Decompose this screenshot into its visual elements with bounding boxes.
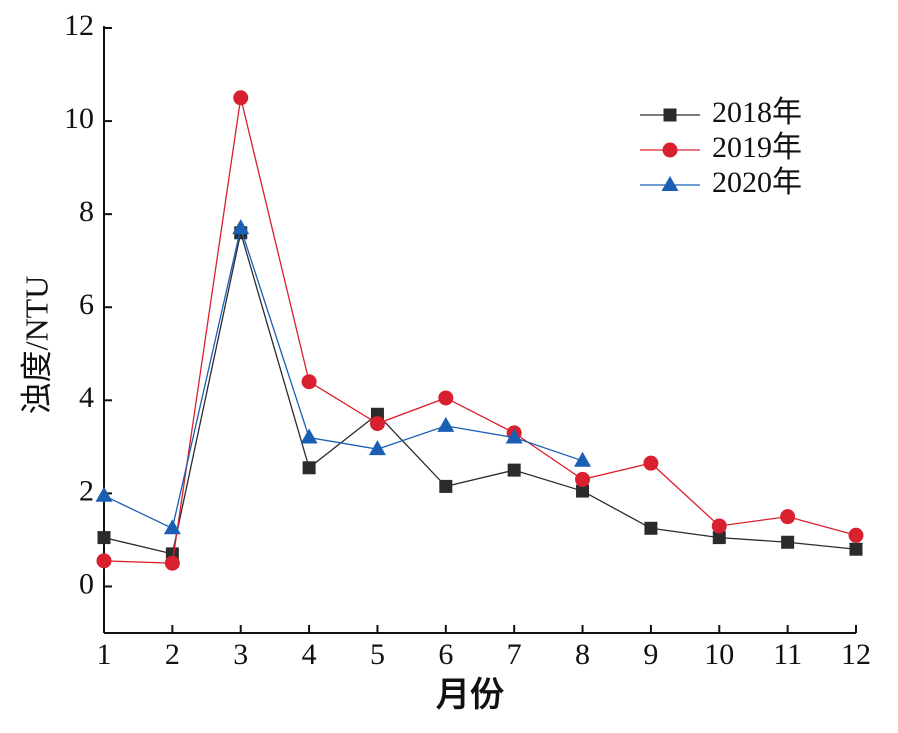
y-tick-label: 10 (64, 102, 94, 135)
marker (163, 519, 181, 535)
y-tick-label: 8 (79, 195, 94, 228)
marker (439, 479, 453, 493)
x-tick-label: 5 (370, 638, 385, 671)
marker (369, 416, 385, 432)
marker (711, 518, 727, 534)
marker (233, 90, 249, 106)
legend-label: 2019年 (712, 131, 802, 164)
x-axis-label: 月份 (436, 676, 504, 714)
y-tick-label: 12 (64, 9, 94, 42)
y-tick-label: 4 (79, 381, 94, 414)
marker (301, 374, 317, 390)
marker (302, 461, 316, 475)
series-line (103, 97, 857, 564)
series-line (103, 232, 857, 555)
x-tick-label: 1 (97, 638, 112, 671)
x-tick-label: 9 (643, 638, 658, 671)
marker (232, 219, 250, 235)
x-tick-label: 8 (575, 638, 590, 671)
marker (438, 390, 454, 406)
x-tick-label: 7 (507, 638, 522, 671)
marker (507, 463, 521, 477)
x-tick-label: 12 (841, 638, 871, 671)
marker (781, 535, 795, 549)
marker (368, 440, 386, 456)
marker (644, 521, 658, 535)
marker (575, 471, 591, 487)
marker (712, 531, 726, 545)
marker (95, 486, 113, 502)
legend-label: 2018年 (712, 96, 802, 129)
marker (96, 553, 112, 569)
legend-marker (663, 108, 677, 122)
y-axis-label: 浊度/NTU (18, 276, 54, 415)
marker (849, 542, 863, 556)
marker (576, 484, 590, 498)
legend-marker (661, 176, 679, 191)
x-tick-label: 4 (302, 638, 317, 671)
x-tick-label: 11 (773, 638, 802, 671)
marker (848, 527, 864, 543)
marker (164, 555, 180, 571)
x-tick-label: 10 (704, 638, 734, 671)
y-tick-label: 6 (79, 288, 94, 321)
marker (643, 455, 659, 471)
x-tick-label: 6 (438, 638, 453, 671)
legend-label: 2020年 (712, 166, 802, 199)
x-tick-label: 3 (233, 638, 248, 671)
marker (574, 451, 592, 467)
y-tick-label: 0 (79, 567, 94, 600)
legend-marker (662, 142, 678, 158)
series-line (103, 225, 583, 530)
marker (780, 509, 796, 525)
marker (505, 428, 523, 444)
marker (97, 531, 111, 545)
marker (437, 416, 455, 432)
x-tick-label: 2 (165, 638, 180, 671)
y-tick-label: 2 (79, 474, 94, 507)
marker (300, 428, 318, 444)
